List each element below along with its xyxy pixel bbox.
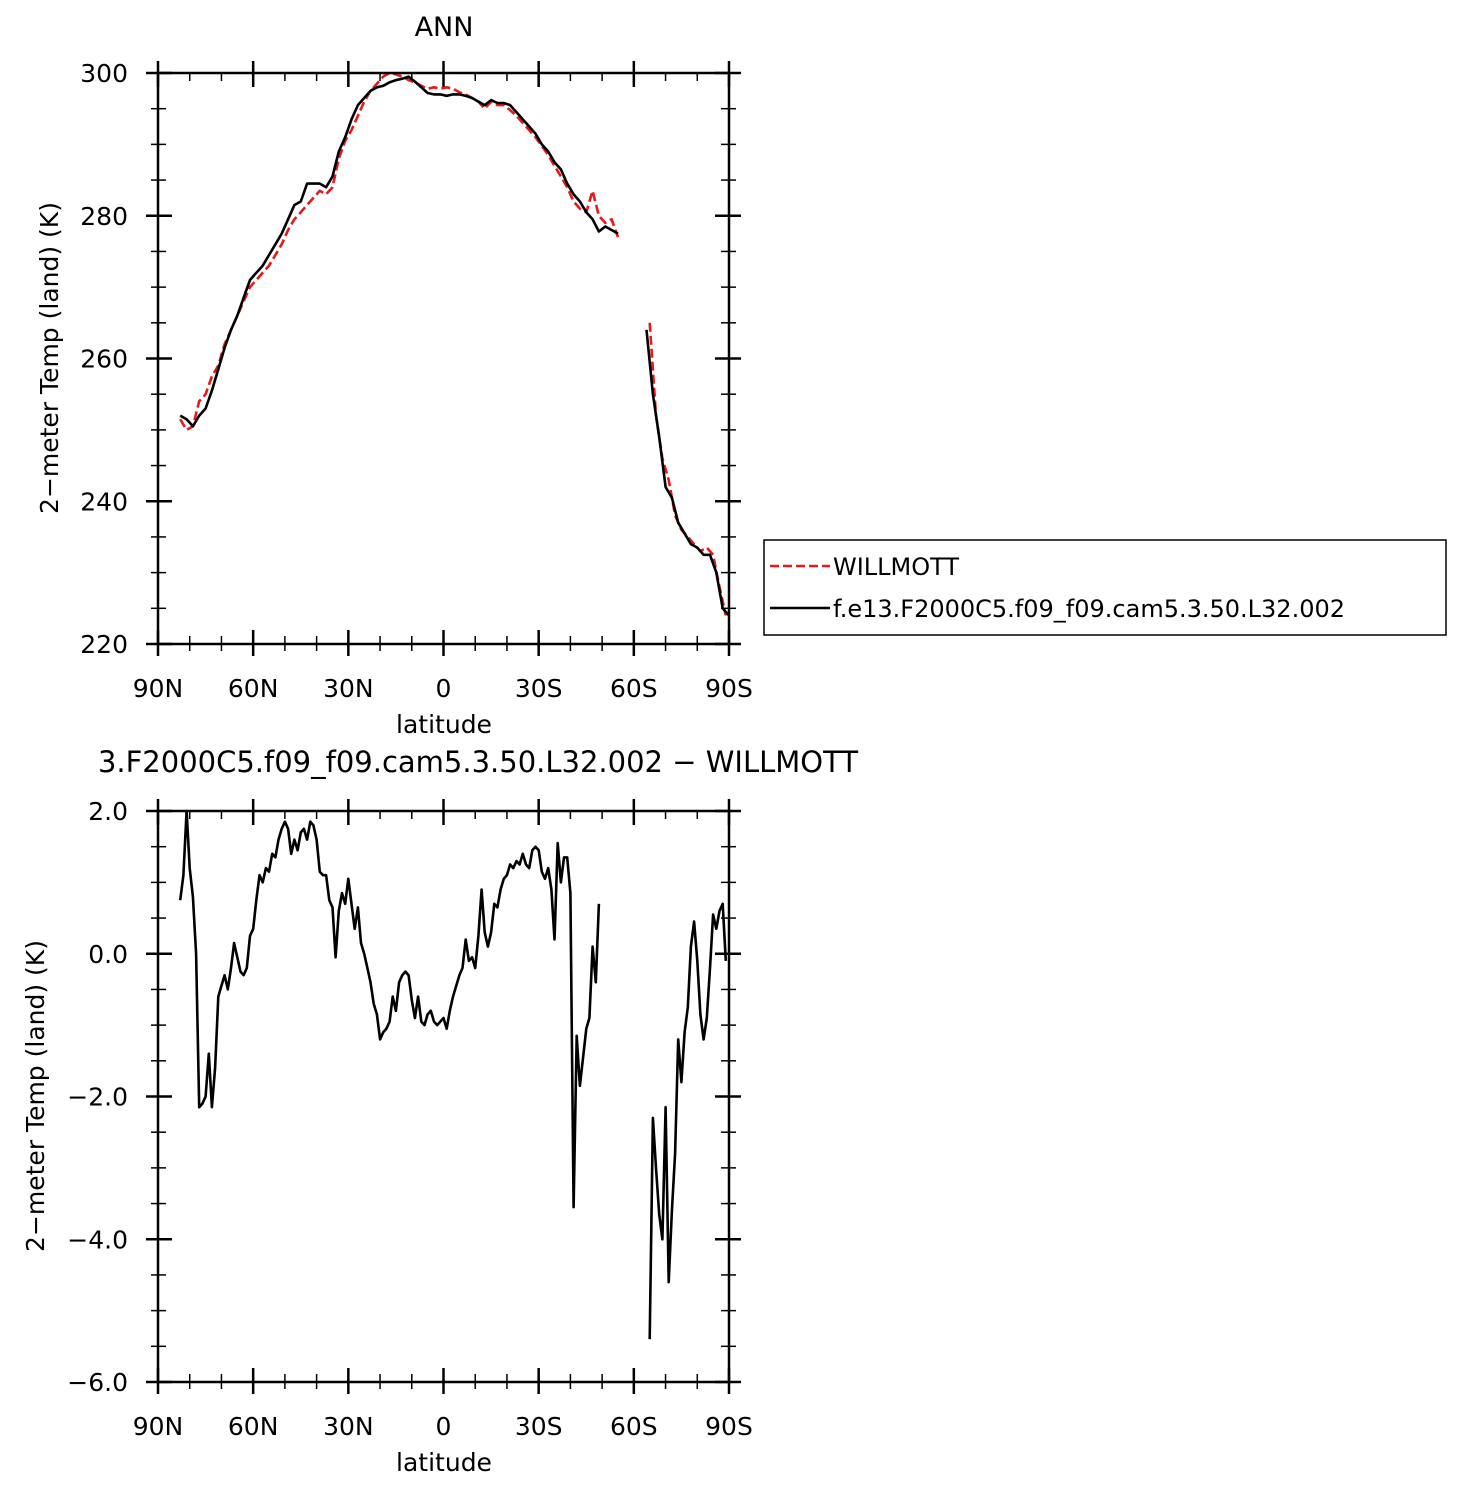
bottom-y-tick-label: 2.0	[88, 797, 128, 826]
top-x-tick-label: 30N	[323, 674, 374, 703]
bottom-y-tick-label: −2.0	[67, 1083, 128, 1112]
top-x-tick-label: 30S	[515, 674, 563, 703]
top-series-line-0	[179, 71, 620, 432]
bottom-x-axis-label: latitude	[396, 1448, 492, 1477]
top-x-tick-label: 60N	[228, 674, 279, 703]
top-x-tick-label: 90N	[133, 674, 184, 703]
legend-box	[763, 539, 1447, 636]
bottom-x-tick-label: 0	[436, 1412, 452, 1441]
legend: WILLMOTT f.e13.F2000C5.f09_f09.cam5.3.50…	[763, 539, 1447, 636]
bottom-x-tick-label: 90S	[705, 1412, 753, 1441]
bottom-x-tick-label: 60N	[228, 1412, 279, 1441]
bottom-y-tick-label: 0.0	[88, 940, 128, 969]
top-series-line-1	[179, 75, 619, 428]
top-x-axis-label: latitude	[396, 710, 492, 739]
bottom-x-tick-label: 30S	[515, 1412, 563, 1441]
top-plot-area: 90N 60N 30N 0 30S 60S 90S 220 240 260 280 300	[80, 59, 753, 703]
bottom-panel: 3.F2000C5.f09_f09.cam5.3.50.L32.002 − WI…	[21, 745, 858, 1477]
top-x-tick-label: 90S	[705, 674, 753, 703]
top-y-axis-label: 2−meter Temp (land) (K)	[35, 202, 64, 514]
legend-label-willmott: WILLMOTT	[833, 553, 959, 581]
bottom-series-line-0	[178, 809, 601, 1209]
top-y-tick-label: 300	[80, 59, 128, 88]
bottom-x-tick-label: 90N	[133, 1412, 184, 1441]
top-panel: ANN 90N 60N 30N 0 30S 60S 90S 220 240 260 280 300 l…	[35, 12, 753, 739]
bottom-plot-frame	[156, 809, 731, 1384]
top-y-tick-label: 220	[80, 630, 128, 659]
legend-label-model: f.e13.F2000C5.f09_f09.cam5.3.50.L32.002	[833, 595, 1345, 623]
top-x-tick-label: 0	[436, 674, 452, 703]
bottom-y-axis-label: 2−meter Temp (land) (K)	[21, 940, 50, 1252]
top-plot-frame	[156, 71, 731, 646]
top-y-tick-label: 260	[80, 345, 128, 374]
bottom-x-tick-label: 60S	[610, 1412, 658, 1441]
bottom-chart-title: 3.F2000C5.f09_f09.cam5.3.50.L32.002 − WI…	[98, 745, 858, 779]
top-x-tick-label: 60S	[610, 674, 658, 703]
top-y-tick-label: 280	[80, 202, 128, 231]
bottom-series-line-0	[648, 902, 728, 1340]
top-y-tick-label: 240	[80, 487, 128, 516]
top-series-line-1	[645, 329, 730, 617]
bottom-x-tick-label: 30N	[323, 1412, 374, 1441]
bottom-y-tick-label: −4.0	[67, 1225, 128, 1254]
top-chart-title: ANN	[415, 12, 474, 43]
bottom-y-tick-label: −6.0	[67, 1368, 128, 1397]
